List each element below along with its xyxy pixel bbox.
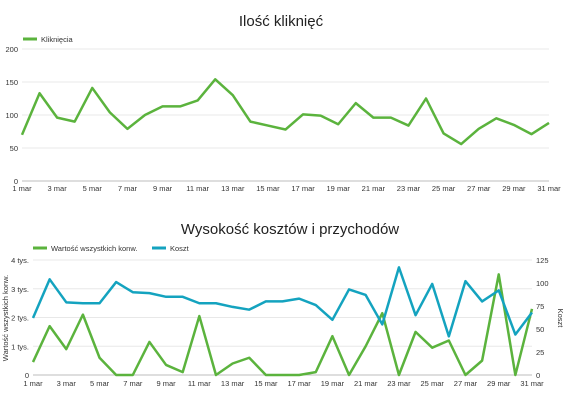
cost-revenue-chart-y-left-ticks: 0 1 tys. 2 tys. 3 tys. 4 tys. <box>11 256 29 380</box>
y-right-tick-label: 50 <box>536 325 544 334</box>
clicks-chart: Ilość kliknięć Kliknięcia 0 50 100 150 200 1… <box>5 13 561 193</box>
x-tick-label: 11 mar <box>188 379 211 388</box>
y-left-tick-label: 0 <box>25 371 29 380</box>
clicks-chart-grid <box>22 48 549 182</box>
cost-revenue-chart: Wysokość kosztów i przychodów Wartość ws… <box>1 221 565 388</box>
y-tick-label: 150 <box>5 78 18 87</box>
x-tick-label: 13 mar <box>221 184 245 193</box>
series-line-cost <box>31 266 533 338</box>
x-tick-label: 7 mar <box>118 184 138 193</box>
y-right-tick-label: 75 <box>536 302 544 311</box>
series-line-conversions <box>31 273 534 377</box>
x-tick-label: 5 mar <box>83 184 103 193</box>
x-tick-label: 25 mar <box>432 184 456 193</box>
cost-revenue-chart-legend: Wartość wszystkich konw. Koszt <box>33 244 190 253</box>
x-tick-label: 23 mar <box>387 379 411 388</box>
x-tick-label: 9 mar <box>153 184 173 193</box>
x-tick-label: 17 mar <box>291 184 315 193</box>
y-right-tick-label: 100 <box>536 279 549 288</box>
y-left-tick-label: 1 tys. <box>11 342 29 351</box>
y-tick-label: 200 <box>5 45 18 54</box>
x-tick-label: 25 mar <box>421 379 445 388</box>
y-axis-right-title: Koszt <box>556 309 565 329</box>
x-tick-label: 3 mar <box>57 379 77 388</box>
x-tick-label: 21 mar <box>354 379 378 388</box>
x-tick-label: 13 mar <box>221 379 245 388</box>
y-tick-label: 100 <box>5 111 18 120</box>
x-tick-label: 1 mar <box>23 379 43 388</box>
cost-revenue-chart-title: Wysokość kosztów i przychodów <box>181 221 399 238</box>
x-tick-label: 3 mar <box>48 184 68 193</box>
cost-revenue-chart-y-right-ticks: 0 25 50 75 100 125 <box>536 256 549 380</box>
cost-revenue-chart-series <box>31 266 534 377</box>
x-tick-label: 11 mar <box>186 184 209 193</box>
clicks-chart-title: Ilość kliknięć <box>239 13 324 30</box>
legend-label-cost: Koszt <box>170 244 190 253</box>
y-left-tick-label: 4 tys. <box>11 256 29 265</box>
y-right-tick-label: 25 <box>536 348 544 357</box>
x-tick-label: 31 mar <box>520 379 544 388</box>
x-tick-label: 27 mar <box>454 379 478 388</box>
x-tick-label: 23 mar <box>397 184 421 193</box>
x-tick-label: 19 mar <box>321 379 345 388</box>
x-tick-label: 27 mar <box>467 184 491 193</box>
y-tick-label: 50 <box>10 144 18 153</box>
clicks-chart-legend: Kliknięcia <box>23 35 74 44</box>
clicks-chart-x-ticks: 1 mar 3 mar 5 mar 7 mar 9 mar 11 mar 13 mar 15 … <box>12 184 561 193</box>
x-tick-label: 7 mar <box>123 379 143 388</box>
y-right-tick-label: 125 <box>536 256 549 265</box>
legend-label-clicks: Kliknięcia <box>41 35 74 44</box>
legend-label-conversions: Wartość wszystkich konw. <box>51 244 137 253</box>
x-tick-label: 15 mar <box>254 379 278 388</box>
x-tick-label: 19 mar <box>327 184 351 193</box>
x-tick-label: 21 mar <box>362 184 386 193</box>
y-right-tick-label: 0 <box>536 371 540 380</box>
x-tick-label: 15 mar <box>256 184 280 193</box>
y-left-tick-label: 2 tys. <box>11 314 29 323</box>
clicks-chart-y-ticks: 0 50 100 150 200 <box>5 45 18 186</box>
x-tick-label: 29 mar <box>502 184 526 193</box>
cost-revenue-chart-x-ticks: 1 mar 3 mar 5 mar 7 mar 9 mar 11 mar 13 mar 15 … <box>23 379 544 388</box>
x-tick-label: 17 mar <box>287 379 311 388</box>
y-tick-label: 0 <box>14 177 18 186</box>
y-left-tick-label: 3 tys. <box>11 285 29 294</box>
x-tick-label: 29 mar <box>487 379 511 388</box>
y-axis-left-title: Wartość wszystkich konw. <box>1 275 10 361</box>
clicks-chart-series <box>20 78 550 146</box>
x-tick-label: 5 mar <box>90 379 110 388</box>
x-tick-label: 9 mar <box>156 379 176 388</box>
x-tick-label: 31 mar <box>537 184 561 193</box>
series-line-clicks <box>20 78 550 146</box>
x-tick-label: 1 mar <box>12 184 32 193</box>
